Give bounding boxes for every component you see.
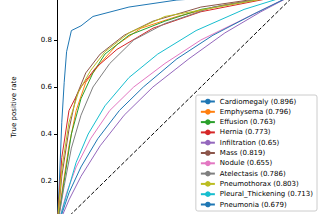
svg-text:Hernia (0.773): Hernia (0.773) bbox=[220, 128, 271, 136]
svg-text:Nodule (0.655): Nodule (0.655) bbox=[220, 159, 273, 167]
svg-text:Infiltration (0.65): Infiltration (0.65) bbox=[220, 139, 280, 147]
svg-text:0.4: 0.4 bbox=[41, 130, 53, 138]
svg-text:0.2: 0.2 bbox=[41, 177, 52, 185]
svg-text:Mass (0.819): Mass (0.819) bbox=[220, 149, 266, 157]
svg-text:Pleural_Thickening (0.713): Pleural_Thickening (0.713) bbox=[220, 190, 313, 198]
svg-text:0.8: 0.8 bbox=[41, 36, 52, 44]
svg-text:Effusion (0.763): Effusion (0.763) bbox=[220, 118, 276, 126]
svg-text:Pneumonia (0.679): Pneumonia (0.679) bbox=[220, 201, 287, 209]
svg-text:0.6: 0.6 bbox=[41, 83, 53, 91]
svg-text:Atelectasis (0.786): Atelectasis (0.786) bbox=[220, 170, 286, 178]
svg-text:Emphysema (0.796): Emphysema (0.796) bbox=[220, 108, 291, 116]
svg-text:Pneumothorax (0.803): Pneumothorax (0.803) bbox=[220, 180, 299, 188]
svg-text:True positive rate: True positive rate bbox=[10, 77, 18, 139]
svg-text:Cardiomegaly (0.896): Cardiomegaly (0.896) bbox=[220, 98, 297, 106]
